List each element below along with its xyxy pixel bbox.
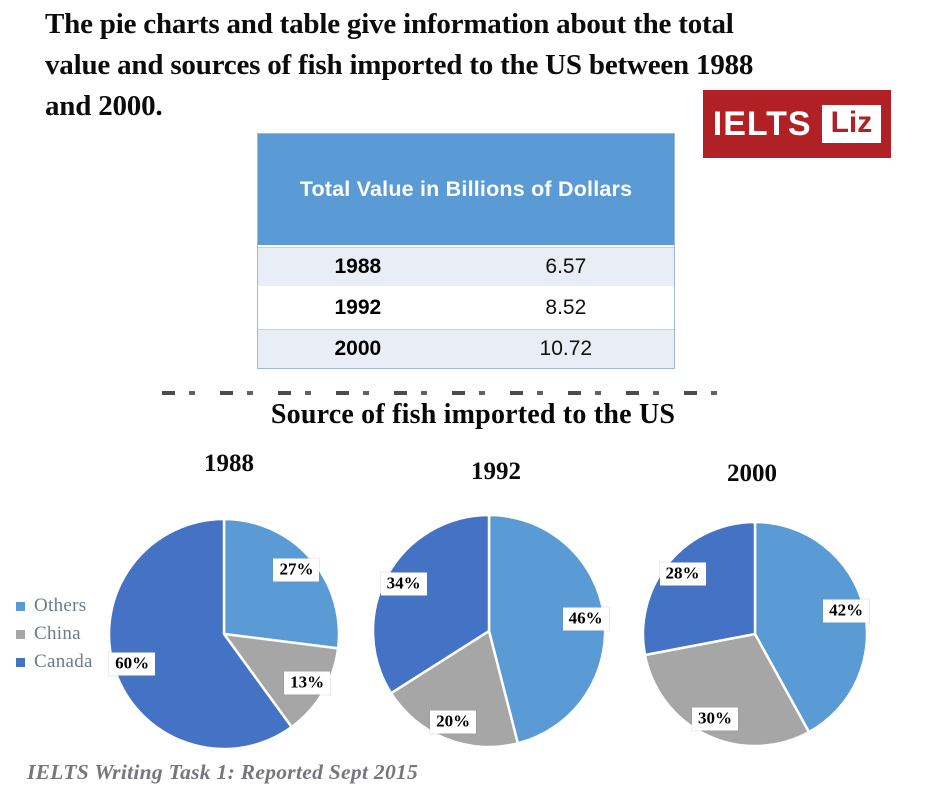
legend-swatch-canada (16, 657, 25, 667)
legend-swatch-others (16, 601, 25, 611)
chart-legend: Others China Canada (16, 592, 93, 676)
pie-slice-others-1988 (222, 517, 341, 650)
table-row: 1992 8.52 (258, 286, 674, 327)
pie-percent-label-canada-1992: 34% (380, 572, 427, 596)
legend-item-china: China (16, 620, 93, 648)
prompt-line-2: value and sources of fish imported to th… (45, 49, 754, 81)
legend-label-others: Others (34, 595, 87, 616)
pie-percent-label-china-1988: 13% (284, 671, 331, 695)
total-value-table: Total Value in Billions of Dollars 1988 … (257, 133, 675, 369)
pie-percent-label-china-2000: 30% (691, 707, 738, 731)
pie-chart-1988 (107, 517, 341, 751)
table-row: 1988 6.57 (258, 245, 674, 286)
legend-swatch-china (16, 629, 25, 639)
chart-title: Source of fish imported to the US (270, 399, 676, 430)
pie-chart-1992 (371, 513, 607, 749)
table-cell-value: 6.57 (545, 254, 587, 278)
legend-label-canada: Canada (34, 651, 93, 672)
pie-percent-label-canada-2000: 28% (659, 562, 706, 586)
table-header: Total Value in Billions of Dollars (258, 134, 674, 245)
cropped-text-artifact (162, 391, 718, 395)
prompt-line-3: and 2000. (45, 90, 163, 122)
table-cell-year: 1992 (334, 295, 382, 319)
pie-percent-label-others-1988: 27% (273, 558, 320, 582)
legend-item-canada: Canada (16, 648, 93, 676)
prompt-line-1: The pie charts and table give informatio… (45, 8, 734, 40)
pie-percent-label-china-1992: 20% (430, 710, 477, 734)
table-cell-value: 8.52 (545, 295, 587, 319)
pie-percent-label-canada-1988: 60% (109, 652, 156, 676)
logo-name-box: Liz (821, 105, 882, 143)
legend-item-others: Others (16, 592, 93, 620)
pie-slice-china-1992 (389, 629, 520, 749)
pie-year-label-1988: 1988 (204, 450, 254, 477)
source-caption: IELTS Writing Task 1: Reported Sept 2015 (27, 760, 419, 784)
table-cell-value: 10.72 (539, 336, 593, 360)
logo-name-text: Liz (830, 106, 873, 139)
legend-label-china: China (34, 623, 81, 644)
pie-year-label-1992: 1992 (471, 458, 521, 485)
task-prompt: The pie charts and table give informatio… (45, 4, 920, 127)
pie-slice-canada-2000 (641, 520, 757, 657)
pie-percent-label-others-1992: 46% (562, 607, 609, 631)
pie-slice-china-2000 (643, 632, 811, 748)
pie-chart-2000 (641, 520, 869, 748)
table-row: 2000 10.72 (258, 327, 674, 368)
table-cell-year: 1988 (334, 254, 382, 278)
pie-percent-label-others-2000: 42% (823, 599, 870, 623)
pie-year-label-2000: 2000 (727, 460, 777, 487)
table-cell-year: 2000 (334, 336, 382, 360)
ielts-liz-logo: IELTS Liz (703, 90, 891, 158)
logo-brand-text: IELTS (712, 104, 812, 143)
